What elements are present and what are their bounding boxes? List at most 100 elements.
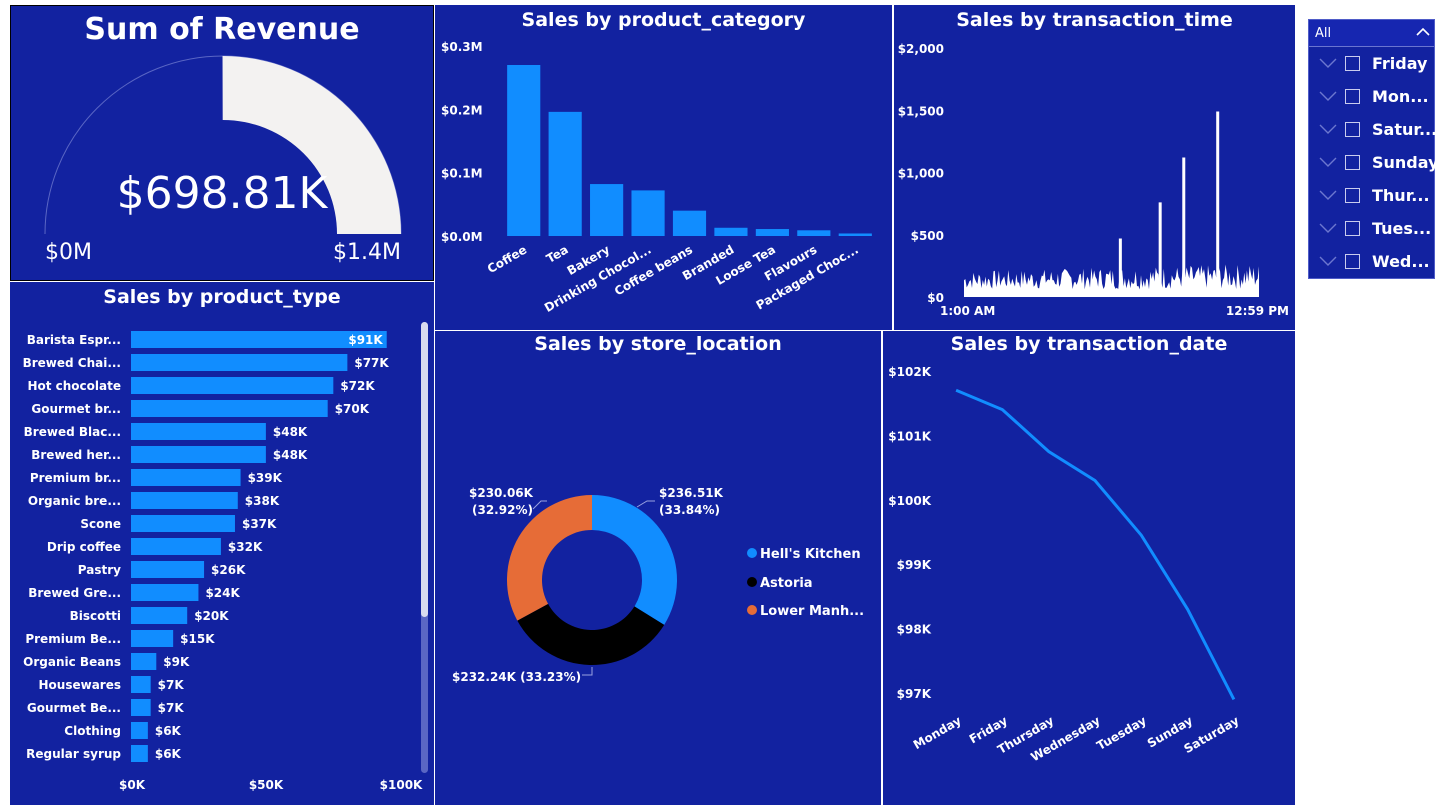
gauge-max-label: $1.4M: [333, 240, 401, 265]
slicer-item[interactable]: Mon...: [1309, 82, 1434, 114]
date-chart-card[interactable]: Sales by transaction_date $97K $98K $99K $1…: [883, 331, 1295, 805]
donut-slice[interactable]: [592, 495, 677, 625]
product-type-bar[interactable]: [131, 607, 188, 624]
product-type-bar[interactable]: [131, 630, 174, 647]
store-location-card[interactable]: Sales by store_location $236.51K (33.84%)…: [435, 331, 881, 805]
product-type-card[interactable]: Sales by product_type Barista Espr... $91…: [10, 282, 434, 805]
product-type-bar[interactable]: [131, 377, 334, 394]
time-x-start: 1:00 AM: [940, 304, 995, 318]
product-type-value: $7K: [158, 701, 185, 715]
slicer-checkbox[interactable]: [1345, 155, 1360, 170]
product-type-bar[interactable]: [131, 745, 148, 762]
product-type-bar[interactable]: [131, 492, 238, 509]
product-type-value: $38K: [245, 494, 280, 508]
product-type-bar[interactable]: [131, 331, 387, 348]
category-chart-card[interactable]: Sales by product_category $0.0M $0.1M $0.2…: [435, 5, 892, 330]
date-y-tick: $102K: [888, 365, 931, 379]
product-type-value: $48K: [273, 425, 308, 439]
product-type-bar[interactable]: [131, 653, 157, 670]
category-bar[interactable]: [507, 65, 541, 236]
product-type-x-tick: $100K: [380, 778, 423, 792]
category-bar[interactable]: [755, 229, 789, 236]
slicer-checkbox[interactable]: [1345, 56, 1360, 71]
time-chart-card[interactable]: Sales by transaction_time $0 $500 $1,000 $1…: [894, 5, 1295, 330]
time-area-chart: $0 $500 $1,000 $1,500 $2,000 1:00 AM 12:59 PM: [898, 42, 1289, 318]
category-bar[interactable]: [797, 230, 831, 236]
slicer-item-label: Thur...: [1372, 186, 1430, 205]
product-type-bar[interactable]: [131, 423, 266, 440]
category-y-tick: $0.0M: [441, 230, 483, 244]
product-type-label: Hot chocolate: [27, 379, 121, 393]
chevron-down-icon[interactable]: [1319, 188, 1337, 202]
category-bar[interactable]: [631, 190, 665, 236]
revenue-gauge-card[interactable]: Sum of Revenue $698.81K $0M $1.4M: [10, 5, 434, 281]
slicer-item[interactable]: Friday: [1309, 49, 1434, 81]
date-y-tick: $101K: [888, 429, 931, 443]
day-slicer[interactable]: All Friday Mon... Satur... Sunday Thur... Tue…: [1308, 19, 1439, 279]
product-type-bar[interactable]: [131, 515, 235, 532]
time-y-tick: $2,000: [898, 42, 944, 56]
product-type-label: Premium br...: [30, 471, 121, 485]
date-x-label: Tuesday: [1094, 713, 1149, 753]
legend-label[interactable]: Astoria: [760, 576, 813, 591]
product-type-bar[interactable]: [131, 354, 348, 371]
product-type-bar[interactable]: [131, 699, 151, 716]
category-bar[interactable]: [672, 210, 707, 236]
category-bar[interactable]: [714, 227, 748, 236]
category-bar[interactable]: [590, 184, 624, 236]
product-type-bar[interactable]: [131, 400, 328, 417]
product-type-bar[interactable]: [131, 722, 148, 739]
slicer-item[interactable]: Wed...: [1309, 247, 1434, 279]
slicer-checkbox[interactable]: [1345, 221, 1360, 236]
chevron-down-icon[interactable]: [1319, 221, 1337, 235]
product-type-label: Brewed Gre...: [28, 586, 121, 600]
product-type-bar[interactable]: [131, 676, 151, 693]
product-type-label: Brewed Blac...: [24, 425, 121, 439]
time-area[interactable]: [964, 264, 1259, 298]
product-type-label: Housewares: [39, 678, 122, 692]
slicer-checkbox[interactable]: [1345, 89, 1360, 104]
product-type-label: Barista Espr...: [27, 333, 121, 347]
slicer-item[interactable]: Tues...: [1309, 214, 1434, 246]
legend-marker: [747, 605, 757, 615]
chevron-down-icon[interactable]: [1319, 254, 1337, 268]
product-type-bar[interactable]: [131, 469, 241, 486]
slicer-item[interactable]: Thur...: [1309, 181, 1434, 213]
product-type-bar[interactable]: [131, 584, 199, 601]
slicer-checkbox[interactable]: [1345, 122, 1360, 137]
date-line[interactable]: [955, 388, 1236, 701]
product-type-label: Premium Be...: [25, 632, 121, 646]
product-type-value: $32K: [228, 540, 263, 554]
slicer-checkbox[interactable]: [1345, 254, 1360, 269]
donut-slice[interactable]: [517, 603, 665, 665]
donut-label-hells: $236.51K: [659, 486, 724, 500]
product-type-bar[interactable]: [131, 538, 221, 555]
legend-label[interactable]: Lower Manh...: [760, 604, 864, 619]
category-bar[interactable]: [548, 111, 582, 236]
chevron-up-icon[interactable]: [1416, 26, 1430, 38]
gauge-fill-arc: [222, 55, 401, 234]
time-y-tick: $1,500: [898, 104, 944, 118]
date-y-tick: $99K: [897, 558, 932, 572]
product-type-value: $72K: [340, 379, 375, 393]
chevron-down-icon[interactable]: [1319, 122, 1337, 136]
category-y-tick: $0.3M: [441, 40, 483, 54]
legend-label[interactable]: Hell's Kitchen: [760, 547, 861, 562]
chevron-down-icon[interactable]: [1319, 155, 1337, 169]
donut-slice[interactable]: [507, 495, 592, 621]
product-type-bar[interactable]: [131, 446, 266, 463]
category-bar[interactable]: [838, 233, 872, 236]
slicer-item[interactable]: Satur...: [1309, 115, 1437, 147]
product-type-scroll-thumb[interactable]: [421, 322, 428, 617]
donut-pct-hells: (33.84%): [659, 503, 720, 517]
slicer-dropdown[interactable]: All: [1309, 20, 1434, 47]
chevron-down-icon[interactable]: [1319, 89, 1337, 103]
product-type-label: Gourmet br...: [31, 402, 121, 416]
chevron-down-icon[interactable]: [1319, 56, 1337, 70]
slicer-checkbox[interactable]: [1345, 188, 1360, 203]
product-type-bar[interactable]: [131, 561, 205, 578]
legend-marker: [747, 577, 757, 587]
time-x-end: 12:59 PM: [1226, 304, 1289, 318]
slicer-item[interactable]: Sunday: [1309, 148, 1439, 180]
